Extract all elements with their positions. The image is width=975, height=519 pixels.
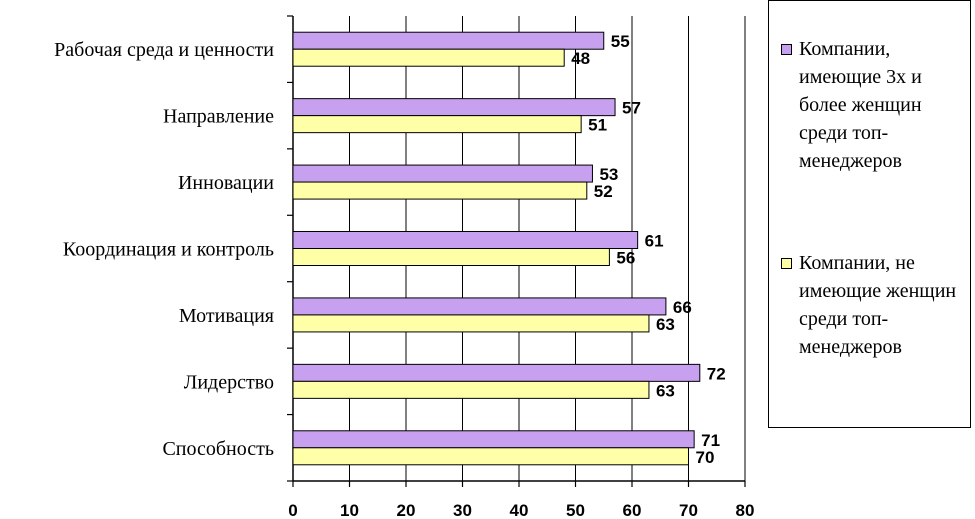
- x-tick-label: 0: [288, 501, 297, 519]
- legend: Компании, имеющие 3х и более женщин сред…: [768, 0, 971, 428]
- data-label-series-2: 48: [571, 49, 590, 68]
- x-tick-label: 70: [679, 501, 698, 519]
- bar-series-2: [292, 48, 565, 67]
- bar-series-1: [292, 98, 616, 117]
- data-label-series-1: 71: [701, 431, 720, 450]
- legend-label-series-2: Компании, не имеющие женщин среди топ-ме…: [799, 252, 957, 358]
- bar-series-2: [292, 181, 588, 200]
- legend-swatch-series-2: [781, 258, 792, 269]
- category-label: Направление: [163, 106, 274, 128]
- bar-series-2: [292, 380, 650, 399]
- data-label-series-1: 53: [599, 165, 618, 184]
- data-label-series-2: 52: [594, 182, 613, 201]
- bars: [292, 31, 701, 466]
- x-tick-label: 30: [453, 501, 472, 519]
- category-label: Рабочая среда и ценности: [54, 39, 274, 61]
- data-label-series-2: 63: [656, 381, 675, 400]
- bar-series-1: [292, 430, 695, 449]
- bar-series-1: [292, 297, 667, 316]
- category-label: Лидерство: [184, 371, 274, 393]
- bar-series-2: [292, 314, 650, 333]
- category-label: Мотивация: [179, 305, 274, 327]
- bar-series-1: [292, 31, 605, 50]
- bar-series-2: [292, 248, 610, 266]
- bar-series-2: [292, 115, 582, 134]
- category-label: Способность: [162, 438, 274, 460]
- data-label-series-1: 57: [622, 99, 641, 118]
- data-label-series-1: 66: [673, 298, 692, 317]
- bar-series-1: [292, 231, 639, 249]
- bar-series-2: [292, 447, 689, 466]
- x-tick-label: 40: [510, 501, 529, 519]
- category-label: Координация и контроль: [63, 239, 274, 261]
- x-tick-label: 10: [340, 501, 359, 519]
- x-tick-label: 20: [397, 501, 416, 519]
- category-label: Инновации: [178, 172, 274, 194]
- x-tick-label: 60: [623, 501, 642, 519]
- x-tick-label: 80: [736, 501, 755, 519]
- bar-series-1: [292, 363, 701, 382]
- legend-entry-series-1: Компании, имеющие 3х и более женщин сред…: [781, 35, 967, 175]
- x-tick-label: 50: [566, 501, 585, 519]
- legend-entry-series-2: Компании, не имеющие женщин среди топ-ме…: [781, 249, 967, 361]
- bar-series-1: [292, 164, 593, 183]
- labels: 0 10 20 30 40 50 60 70 80 Рабочая среда и ценност…: [54, 32, 754, 519]
- data-label-series-2: 63: [656, 315, 675, 334]
- legend-label-series-1: Компании, имеющие 3х и более женщин сред…: [799, 38, 922, 172]
- legend-swatch-series-1: [781, 44, 792, 55]
- data-label-series-1: 72: [707, 364, 726, 383]
- data-label-series-1: 61: [645, 232, 664, 251]
- data-label-series-2: 56: [616, 249, 635, 268]
- data-label-series-1: 55: [611, 32, 630, 51]
- data-label-series-2: 70: [696, 448, 715, 467]
- data-label-series-2: 51: [588, 116, 607, 135]
